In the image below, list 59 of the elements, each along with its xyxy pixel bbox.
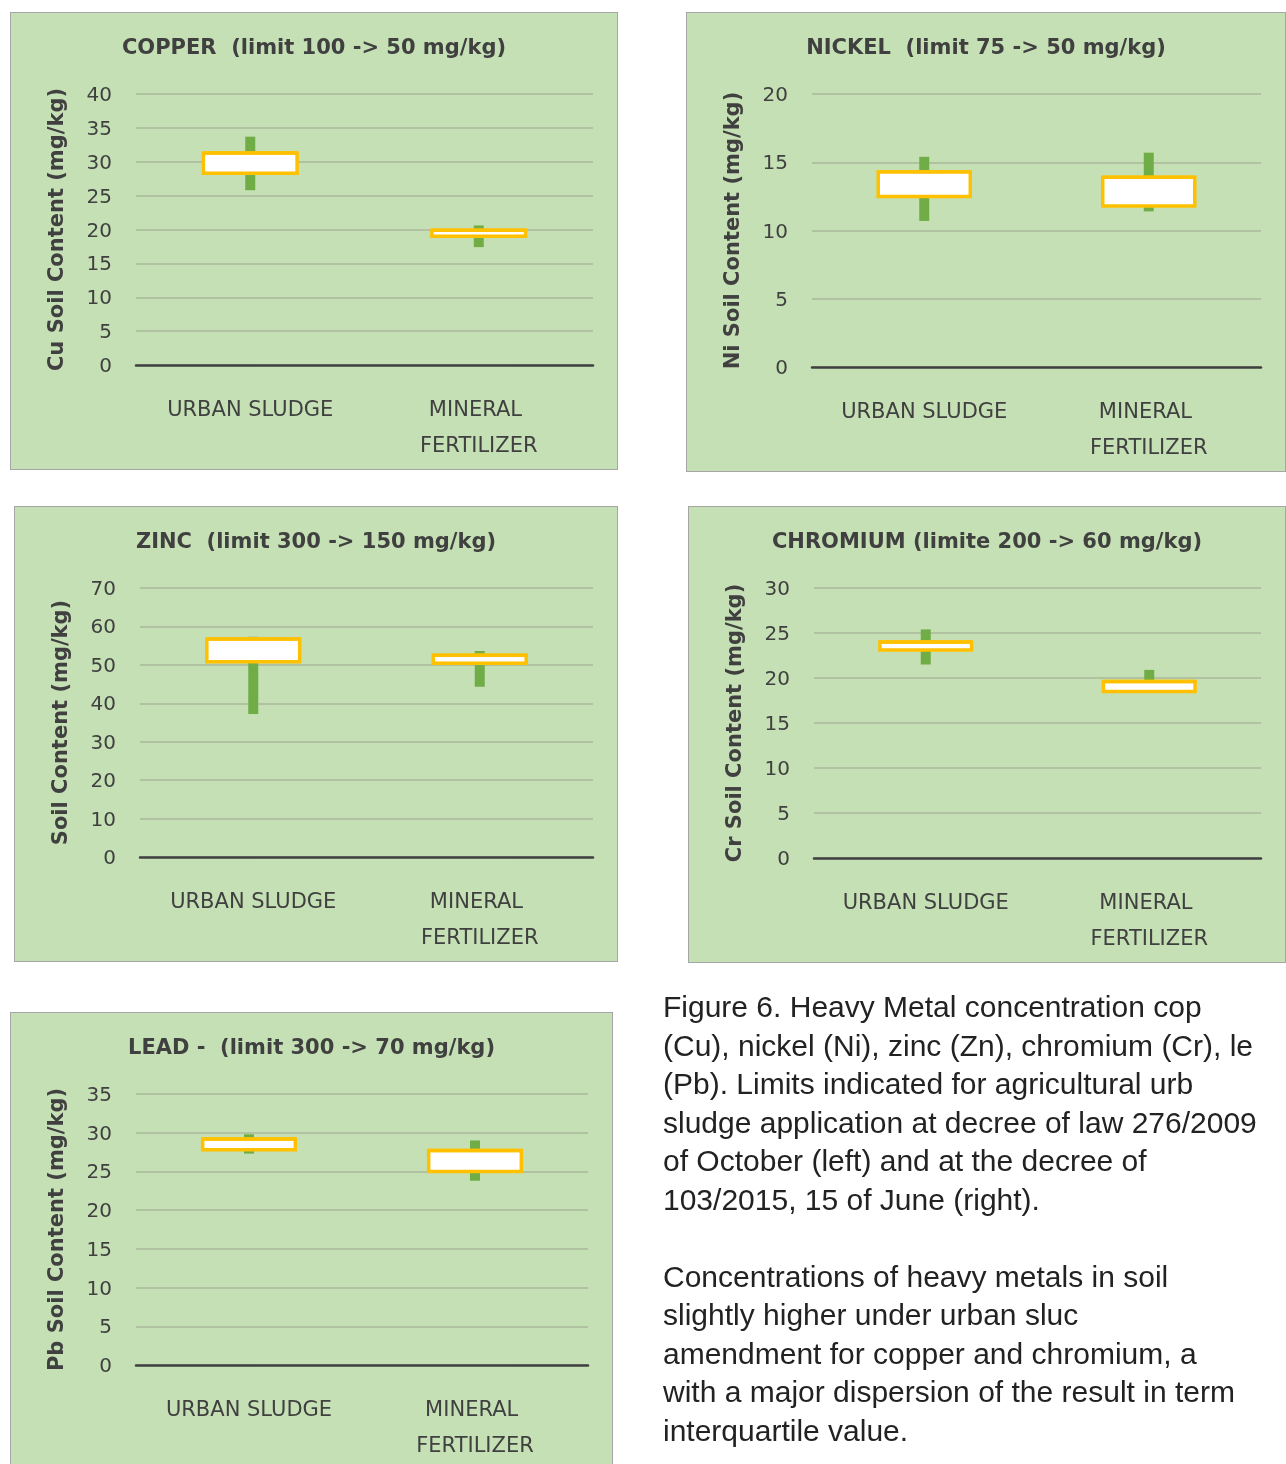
y-tick-label: 70	[90, 576, 116, 600]
y-tick-label: 60	[90, 614, 116, 639]
y-tick-label: 0	[103, 845, 116, 869]
x-tick-label: MINERAL FERTILIZER	[1089, 399, 1208, 459]
y-tick-label: 30	[86, 149, 112, 174]
y-tick-label: 50	[90, 652, 116, 677]
y-tick-label: 35	[86, 115, 112, 140]
y-tick-label: 15	[86, 251, 112, 276]
x-tick-label: MINERAL FERTILIZER	[1090, 890, 1209, 950]
chart-title: COPPER (limit 100 -> 50 mg/kg)	[121, 34, 507, 59]
y-tick-label: 35	[86, 1082, 112, 1106]
x-tick-label: URBAN SLUDGE	[841, 399, 1008, 423]
y-tick-label: 20	[762, 82, 788, 106]
y-tick-label: 20	[764, 666, 790, 690]
x-tick-label: MINERAL FERTILIZER	[419, 397, 538, 457]
y-tick-label: 30	[86, 1120, 112, 1145]
chart-title: NICKEL (limit 75 -> 50 mg/kg)	[806, 34, 1166, 59]
x-tick-label: URBAN SLUDGE	[165, 1397, 333, 1421]
y-tick-label: 0	[99, 353, 112, 377]
y-axis-title: Cr Soil Content (mg/kg)	[721, 583, 746, 863]
x-tick-label: MINERAL FERTILIZER	[420, 889, 539, 949]
x-tick-label: MINERAL FERTILIZER	[416, 1397, 534, 1457]
y-tick-label: 0	[777, 846, 790, 870]
y-tick-label: 10	[764, 756, 790, 780]
x-tick-label: URBAN SLUDGE	[170, 889, 337, 913]
y-tick-label: 40	[90, 691, 116, 716]
y-tick-label: 10	[762, 218, 788, 243]
y-tick-label: 10	[86, 285, 112, 310]
y-tick-label: 20	[90, 768, 116, 793]
y-tick-label: 25	[764, 621, 790, 645]
chart-title: ZINC (limit 300 -> 150 mg/kg)	[135, 528, 497, 553]
y-tick-label: 20	[86, 1198, 112, 1223]
y-tick-label: 25	[86, 1159, 112, 1184]
text: Concentrations of heavy metals in soil slightly higher under urban sluc amendment for copper and chromium, a with a major dispersion of the result in term interquartile value.	[663, 1258, 1236, 1449]
x-tick-label: URBAN SLUDGE	[842, 890, 1009, 914]
caption: Figure 6. Heavy Metal concentration cop (Cu), nickel (Ni), zinc (Zn), chromium (Cr), le (Pb). Limits indicated for agricultural urb sludge application at decree of law 276/2009 of October (left) and at the decree of 103/2015, 15 of June (right).	[663, 989, 1258, 1218]
y-tick-label: 10	[90, 806, 116, 831]
y-tick-label: 15	[762, 150, 788, 175]
y-tick-label: 10	[86, 1275, 112, 1300]
chart-title: LEAD - (limit 300 -> 70 mg/kg)	[128, 1034, 495, 1059]
y-tick-label: 30	[764, 576, 790, 600]
y-tick-label: 5	[775, 286, 788, 311]
x-tick-label: URBAN SLUDGE	[167, 397, 334, 421]
y-tick-label: 5	[777, 801, 790, 825]
y-tick-label: 0	[775, 355, 788, 379]
y-tick-label: 25	[86, 183, 112, 208]
y-axis-title: Cu Soil Content (mg/kg)	[43, 87, 68, 372]
y-tick-label: 20	[86, 217, 112, 242]
y-axis-title: Soil Content (mg/kg)	[47, 599, 72, 846]
y-tick-label: 15	[86, 1236, 112, 1261]
y-tick-label: 40	[86, 82, 112, 106]
chart-title: CHROMIUM (limite 200 -> 60 mg/kg)	[771, 528, 1203, 553]
y-tick-label: 15	[764, 711, 790, 735]
y-tick-label: 5	[99, 319, 112, 344]
y-axis-title: Pb Soil Content (mg/kg)	[43, 1087, 68, 1372]
y-tick-label: 30	[90, 729, 116, 754]
y-tick-label: 0	[99, 1353, 112, 1377]
y-axis-title: Ni Soil Content (mg/kg)	[719, 91, 744, 370]
y-tick-label: 5	[99, 1314, 112, 1339]
